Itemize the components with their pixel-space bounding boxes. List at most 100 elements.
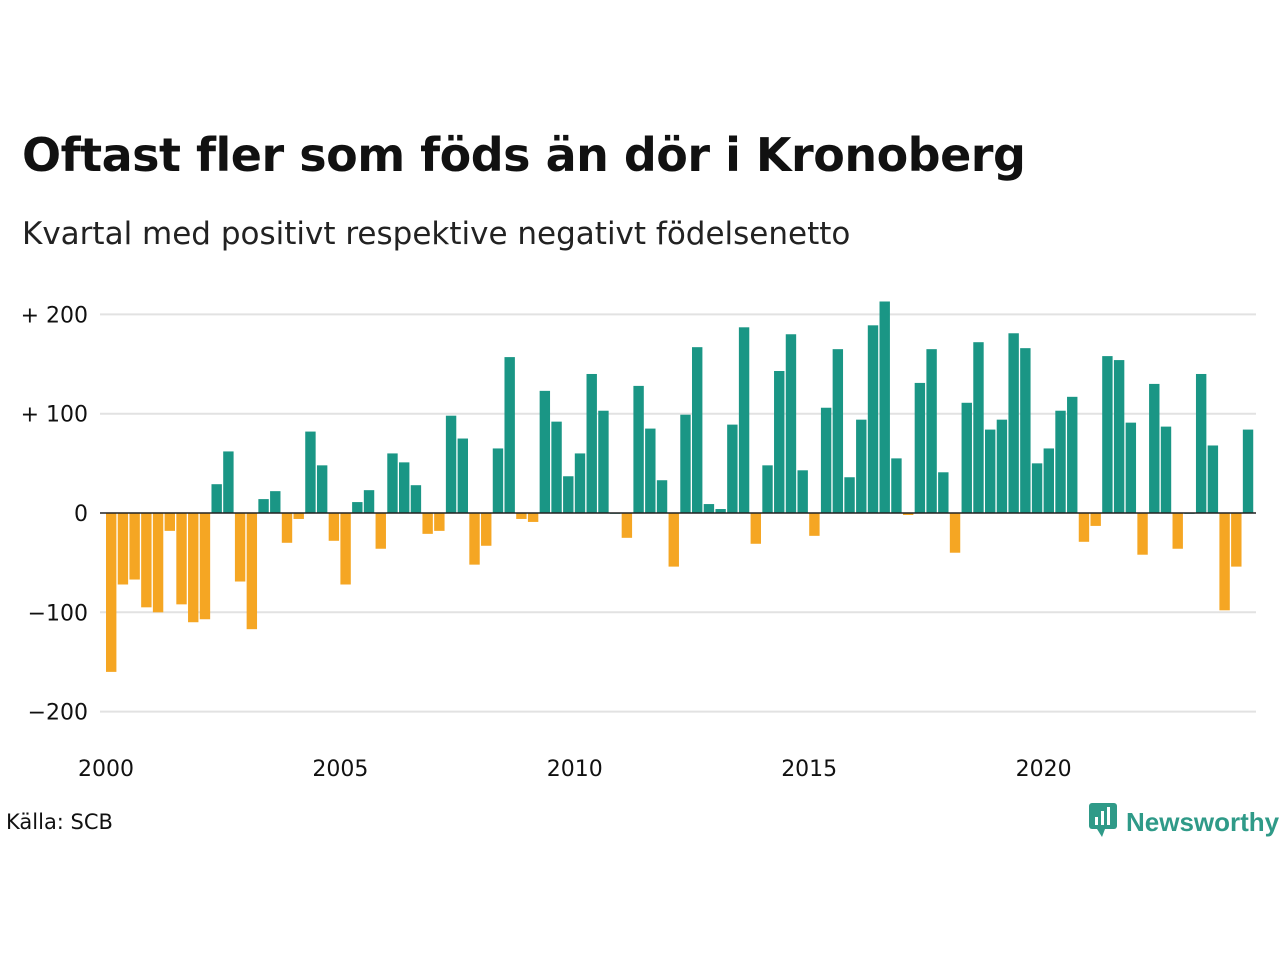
- bar: [246, 513, 258, 630]
- bar: [703, 504, 715, 513]
- bar: [656, 480, 668, 513]
- bar: [399, 462, 410, 513]
- y-tick-label: 0: [74, 502, 88, 527]
- bar: [363, 490, 375, 513]
- bar: [1067, 396, 1078, 513]
- bar: [785, 334, 797, 513]
- bar: [844, 477, 855, 513]
- bar: [1031, 463, 1043, 513]
- bar: [645, 428, 656, 513]
- bar: [234, 513, 246, 582]
- bar: [457, 438, 468, 513]
- bar: [1113, 360, 1125, 513]
- bar: [938, 472, 949, 513]
- bar: [1231, 513, 1242, 567]
- bar: [164, 513, 175, 531]
- bar: [1242, 429, 1254, 513]
- bar: [633, 385, 644, 513]
- bar: [1078, 513, 1090, 542]
- x-tick-label: 2015: [781, 757, 837, 782]
- bar: [961, 402, 972, 513]
- bar: [902, 513, 914, 515]
- bar: [867, 325, 879, 513]
- x-tick-label: 2020: [1016, 757, 1072, 782]
- y-tick-label: −200: [28, 701, 88, 726]
- bar: [211, 484, 222, 513]
- chart-title: Oftast fler som föds än dör i Kronoberg: [22, 128, 1026, 182]
- bar: [410, 485, 422, 513]
- bar: [258, 499, 269, 513]
- y-tick-label: + 200: [21, 303, 88, 328]
- bar: [305, 431, 316, 513]
- bar: [879, 301, 890, 513]
- y-tick-label: −100: [28, 601, 88, 626]
- bar: [668, 513, 679, 567]
- logo-wordmark: Newsworthy: [1126, 806, 1280, 837]
- bar: [516, 513, 527, 519]
- bar: [539, 390, 551, 513]
- bar: [1219, 513, 1230, 611]
- bar: [422, 513, 433, 534]
- bar: [551, 421, 562, 513]
- bar: [1090, 513, 1101, 526]
- bar: [504, 357, 515, 513]
- chart-bubble-icon: [1088, 802, 1118, 842]
- bar: [891, 458, 902, 513]
- bar: [985, 429, 996, 513]
- bar: [715, 509, 726, 513]
- bar: [1055, 410, 1066, 513]
- bar: [316, 465, 328, 513]
- bar: [152, 513, 164, 613]
- bar: [727, 424, 738, 513]
- bar: [820, 407, 832, 513]
- bar: [797, 470, 808, 513]
- bar: [926, 349, 937, 513]
- bar: [1102, 356, 1113, 513]
- x-tick-label: 2010: [547, 757, 603, 782]
- x-tick-label: 2005: [312, 757, 368, 782]
- chart-subtitle: Kvartal med positivt respektive negativt…: [22, 216, 851, 252]
- bar: [563, 476, 574, 513]
- bar: [176, 513, 187, 605]
- bar: [574, 453, 586, 513]
- bar: [199, 513, 211, 620]
- bar: [856, 419, 867, 513]
- bar: [481, 513, 492, 546]
- x-tick-labels: 2000 2005 2010 2015 2020: [78, 757, 1072, 782]
- bar: [106, 513, 117, 672]
- y-tick-labels: + 200 + 100 0 −100 −200: [21, 303, 88, 725]
- bar: [692, 347, 703, 513]
- bar: [141, 513, 152, 608]
- bar: [293, 513, 304, 519]
- bar: [434, 513, 445, 531]
- source-note: Källa: SCB: [6, 810, 113, 834]
- bar: [129, 513, 140, 580]
- bar: [774, 371, 785, 513]
- bar: [445, 415, 457, 513]
- bar: [1149, 383, 1160, 513]
- x-tick-label: 2000: [78, 757, 134, 782]
- bar: [1207, 445, 1219, 513]
- bar-chart: + 200 + 100 0 −100 −200 2000 2005 2010 2015 2020: [21, 301, 1256, 782]
- bar: [832, 349, 844, 513]
- bar: [621, 513, 633, 538]
- bar: [1020, 348, 1031, 513]
- bar: [492, 448, 504, 513]
- bar: [762, 465, 773, 513]
- bar: [1137, 513, 1148, 555]
- bar: [1160, 426, 1172, 513]
- bar: [750, 513, 761, 544]
- bar: [738, 327, 750, 513]
- bars: [106, 301, 1254, 672]
- bar: [375, 513, 386, 549]
- bar: [996, 419, 1008, 513]
- bar: [270, 491, 281, 513]
- bar: [1195, 373, 1207, 513]
- bar: [352, 502, 363, 513]
- bar: [973, 342, 984, 513]
- bar: [809, 513, 820, 536]
- bar: [469, 513, 480, 565]
- bar: [1043, 448, 1054, 513]
- bar: [188, 513, 199, 623]
- bar: [680, 414, 691, 513]
